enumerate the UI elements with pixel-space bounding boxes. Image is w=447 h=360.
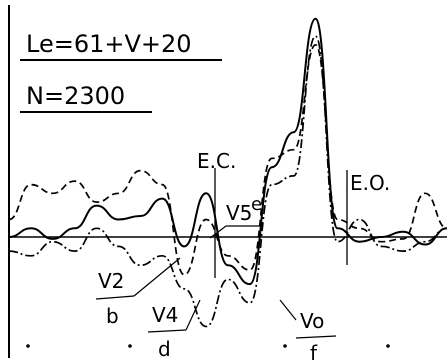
series-label-v5-primary: V5: [226, 201, 252, 225]
n-value-label: N=2300: [26, 82, 125, 110]
series-label-vo-secondary: f: [310, 341, 318, 360]
series-label-v5-secondary: e: [251, 194, 262, 215]
series-label-v2-divider: [95, 295, 135, 300]
tick-dot: [26, 344, 30, 348]
eo-marker-label: E.O.: [350, 171, 390, 195]
series-label-v2-primary: V2: [98, 269, 124, 293]
series-line-s1: [8, 17, 447, 286]
series-label-vo: Vo f: [279, 299, 337, 360]
series-label-v4: V4 d: [147, 299, 201, 360]
series-label-v5-pointer: [209, 225, 227, 239]
tick-dot: [128, 344, 132, 348]
series-label-v2: V2 b: [95, 257, 181, 328]
series-label-vo-pointer: [279, 299, 297, 321]
ec-marker-label: E.C.: [197, 149, 236, 173]
series-label-v2-pointer: [133, 257, 181, 297]
series-layer: [8, 17, 447, 328]
series-label-v4-divider: [147, 329, 187, 333]
equation-label: Le=61+V+20: [26, 30, 192, 58]
series-label-v4-pointer: [185, 299, 201, 331]
series-label-v4-primary: V4: [152, 303, 178, 327]
series-label-vo-primary: Vo: [300, 309, 324, 333]
tick-dot: [283, 344, 287, 348]
tick-dot: [386, 344, 390, 348]
series-label-vo-divider: [295, 335, 337, 339]
series-line-s2: [8, 44, 447, 276]
series-line-s3: [8, 35, 447, 328]
series-label-v2-secondary: b: [106, 304, 119, 328]
series-label-v5: V5 e: [209, 194, 262, 239]
series-label-v4-secondary: d: [158, 337, 171, 360]
